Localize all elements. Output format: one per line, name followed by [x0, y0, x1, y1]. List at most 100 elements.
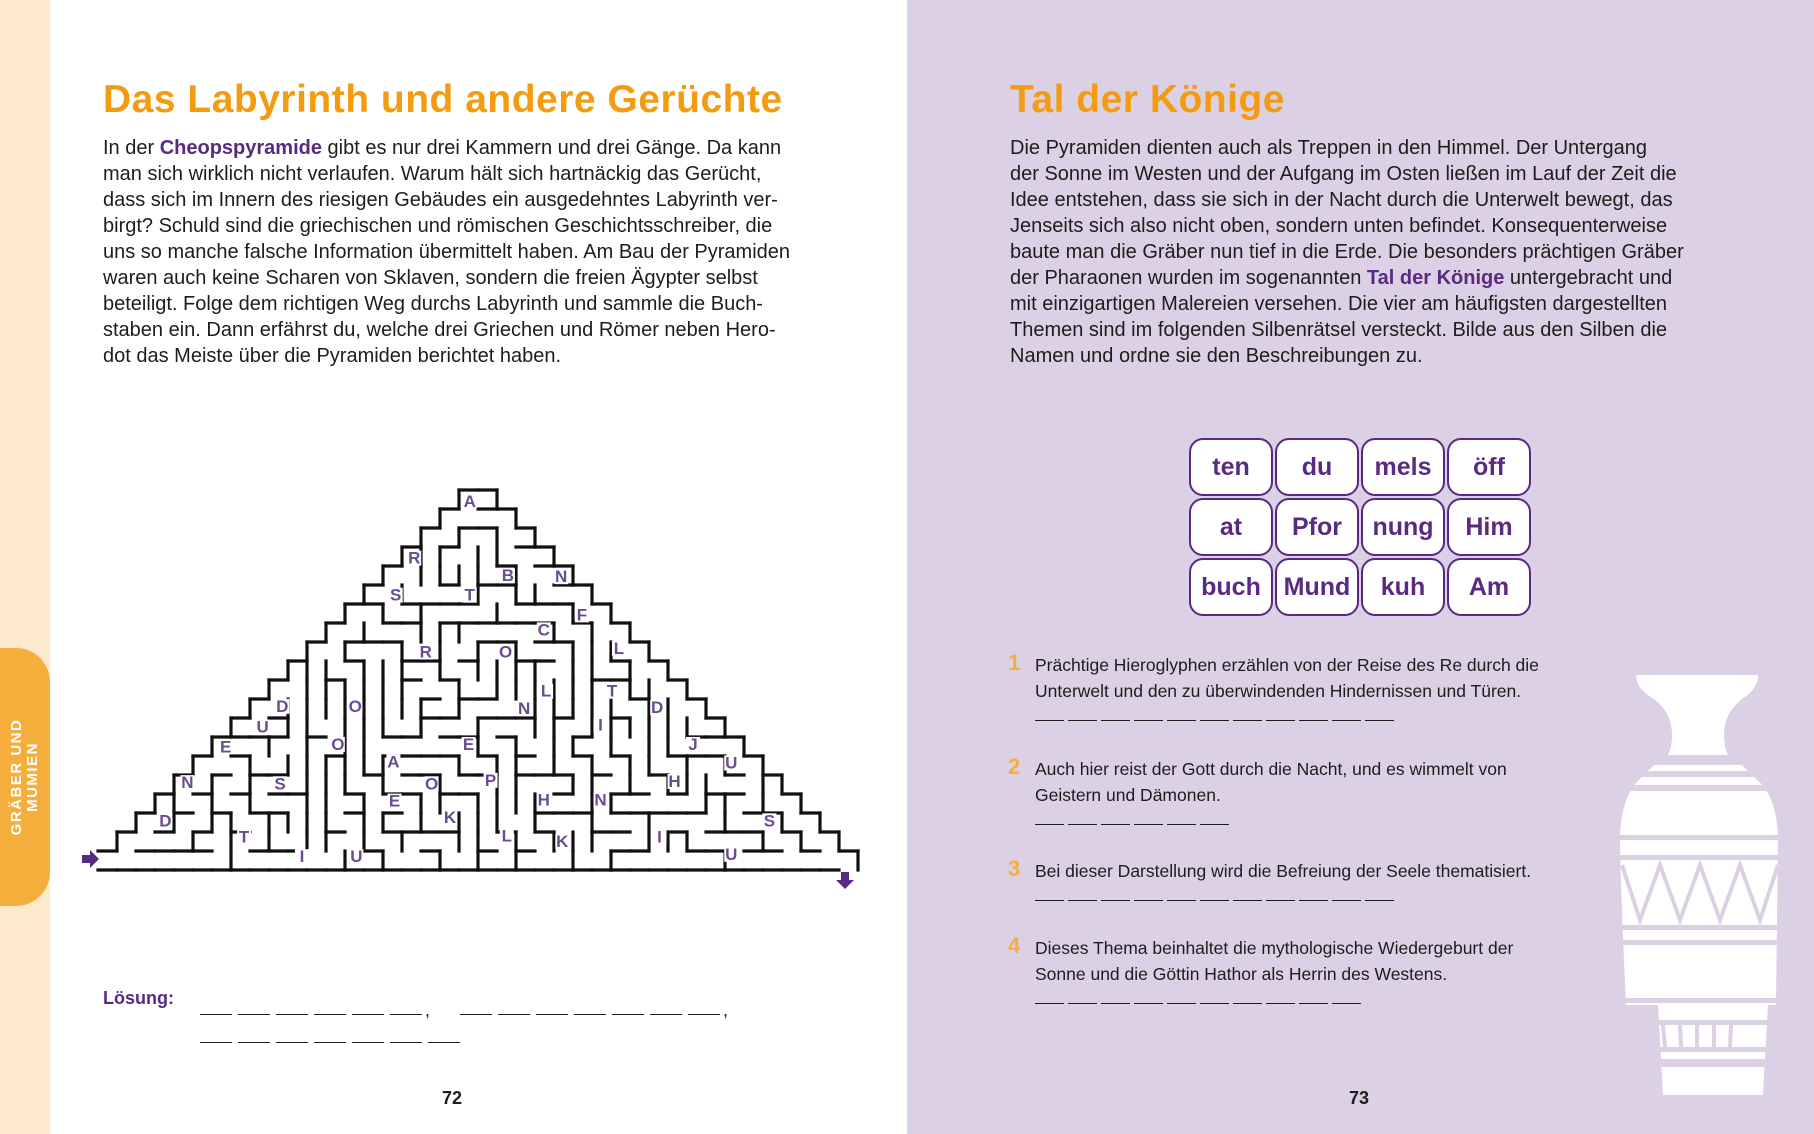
- letter-blank[interactable]: [1035, 720, 1064, 721]
- maze-letter: T: [239, 828, 250, 847]
- maze-letter-bg: [499, 828, 514, 844]
- maze-letter-bg: [462, 587, 477, 603]
- maze-letter: D: [276, 697, 288, 716]
- letter-blank[interactable]: [200, 1042, 232, 1043]
- syllable-tile: du: [1275, 438, 1359, 496]
- letter-blank[interactable]: [1068, 1003, 1097, 1004]
- letter-blank[interactable]: [688, 1014, 721, 1015]
- text-line: In der Cheopspyramide gibt es nur drei K…: [103, 135, 790, 161]
- letter-blank[interactable]: [1068, 720, 1097, 721]
- maze-letter-bg: [517, 701, 532, 717]
- letter-blank[interactable]: [276, 1014, 308, 1015]
- maze-letter-bg: [387, 793, 402, 809]
- letter-blank[interactable]: [574, 1014, 607, 1015]
- answer-blanks[interactable]: [1035, 900, 1394, 901]
- letter-blank[interactable]: [1266, 720, 1295, 721]
- letter-blank[interactable]: [1365, 900, 1394, 901]
- letter-blank[interactable]: [200, 1014, 232, 1015]
- letter-blank[interactable]: [1233, 720, 1262, 721]
- letter-blank[interactable]: [1332, 900, 1361, 901]
- letter-blank[interactable]: [612, 1014, 645, 1015]
- maze-letter: T: [607, 682, 618, 701]
- letter-blank[interactable]: [238, 1042, 270, 1043]
- letter-blank[interactable]: [352, 1042, 384, 1043]
- text-line: staben ein. Dann erfährst du, welche dre…: [103, 317, 790, 343]
- letter-blank[interactable]: [1035, 900, 1064, 901]
- maze-letter: L: [502, 826, 512, 845]
- letter-blank[interactable]: [390, 1014, 422, 1015]
- letter-blank[interactable]: [1134, 824, 1163, 825]
- text-segment: In der: [103, 137, 160, 159]
- question-number: 2: [1008, 754, 1021, 779]
- letter-blank[interactable]: [276, 1042, 308, 1043]
- letter-blank[interactable]: [1233, 1003, 1262, 1004]
- text-segment: Themen sind im folgenden Silbenrätsel ve…: [1010, 319, 1668, 341]
- letter-blank[interactable]: [1266, 900, 1295, 901]
- maze-letter-bg: [686, 736, 701, 752]
- maze-letter: D: [651, 698, 663, 717]
- letter-blank[interactable]: [390, 1042, 422, 1043]
- letter-blank[interactable]: [1035, 1003, 1064, 1004]
- letter-blank[interactable]: [1167, 900, 1196, 901]
- maze-letter-bg: [218, 739, 233, 755]
- letter-blank[interactable]: [1233, 900, 1262, 901]
- letter-blank[interactable]: [314, 1042, 346, 1043]
- letter-blank[interactable]: [1134, 900, 1163, 901]
- maze-letter: B: [502, 566, 514, 585]
- maze-letter: P: [485, 771, 496, 790]
- maze-letter: R: [420, 642, 432, 661]
- letter-blank[interactable]: [460, 1014, 493, 1015]
- letter-blank[interactable]: [1068, 900, 1097, 901]
- letter-blank[interactable]: [1200, 720, 1229, 721]
- letter-blank[interactable]: [1035, 824, 1064, 825]
- answer-blanks[interactable]: [1035, 1003, 1361, 1004]
- solution-blanks-row: ,,: [200, 1001, 728, 1019]
- letter-blank[interactable]: [1332, 1003, 1361, 1004]
- letter-blank[interactable]: [1167, 824, 1196, 825]
- letter-blank[interactable]: [498, 1014, 531, 1015]
- maze-letter-bg: [424, 776, 439, 792]
- answer-blanks[interactable]: [1035, 824, 1229, 825]
- letter-blank[interactable]: [1134, 1003, 1163, 1004]
- text-segment: baute man die Gräber nun tief in die Erd…: [1010, 241, 1684, 263]
- letter-blank[interactable]: [1200, 1003, 1229, 1004]
- maze-letter-bg: [407, 550, 422, 566]
- letter-blank[interactable]: [238, 1014, 270, 1015]
- solution-label: Lösung:: [103, 988, 174, 1008]
- letter-blank[interactable]: [650, 1014, 683, 1015]
- letter-blank[interactable]: [1101, 824, 1130, 825]
- letter-blank[interactable]: [1167, 1003, 1196, 1004]
- question-number: 4: [1008, 933, 1021, 958]
- text-line: uns so manche falsche Information übermi…: [103, 239, 790, 265]
- question-item: 3 Bei dieser Darstellung wird die Befreiu…: [1008, 856, 1608, 901]
- letter-blank[interactable]: [1299, 720, 1328, 721]
- syllable-tile: öff: [1447, 438, 1531, 496]
- text-segment: birgt? Schuld sind die griechischen und …: [103, 215, 773, 237]
- letter-blank[interactable]: [1200, 824, 1229, 825]
- letter-blank[interactable]: [428, 1042, 460, 1043]
- letter-blank[interactable]: [1299, 900, 1328, 901]
- syllable-tile: buch: [1189, 558, 1273, 616]
- answer-blanks[interactable]: [1035, 720, 1394, 721]
- letter-blank[interactable]: [1332, 720, 1361, 721]
- question-text: Bei dieser Darstellung wird die Befreiun…: [1035, 858, 1608, 884]
- text-line: dass sich im Innern des riesigen Gebäude…: [103, 187, 790, 213]
- maze-letter-bg: [349, 849, 364, 865]
- page-number-right: 73: [1349, 1088, 1370, 1108]
- question-number: 1: [1008, 650, 1021, 675]
- letter-blank[interactable]: [1134, 720, 1163, 721]
- letter-blank[interactable]: [1101, 900, 1130, 901]
- maze-letter-bg: [255, 719, 270, 735]
- letter-blank[interactable]: [1299, 1003, 1328, 1004]
- text-line: mit einzigartigen Malereien versehen. Di…: [1010, 291, 1684, 317]
- letter-blank[interactable]: [1266, 1003, 1295, 1004]
- letter-blank[interactable]: [1365, 720, 1394, 721]
- letter-blank[interactable]: [1068, 824, 1097, 825]
- letter-blank[interactable]: [314, 1014, 346, 1015]
- letter-blank[interactable]: [352, 1014, 384, 1015]
- letter-blank[interactable]: [1167, 720, 1196, 721]
- letter-blank[interactable]: [1101, 720, 1130, 721]
- letter-blank[interactable]: [1200, 900, 1229, 901]
- letter-blank[interactable]: [1101, 1003, 1130, 1004]
- letter-blank[interactable]: [536, 1014, 569, 1015]
